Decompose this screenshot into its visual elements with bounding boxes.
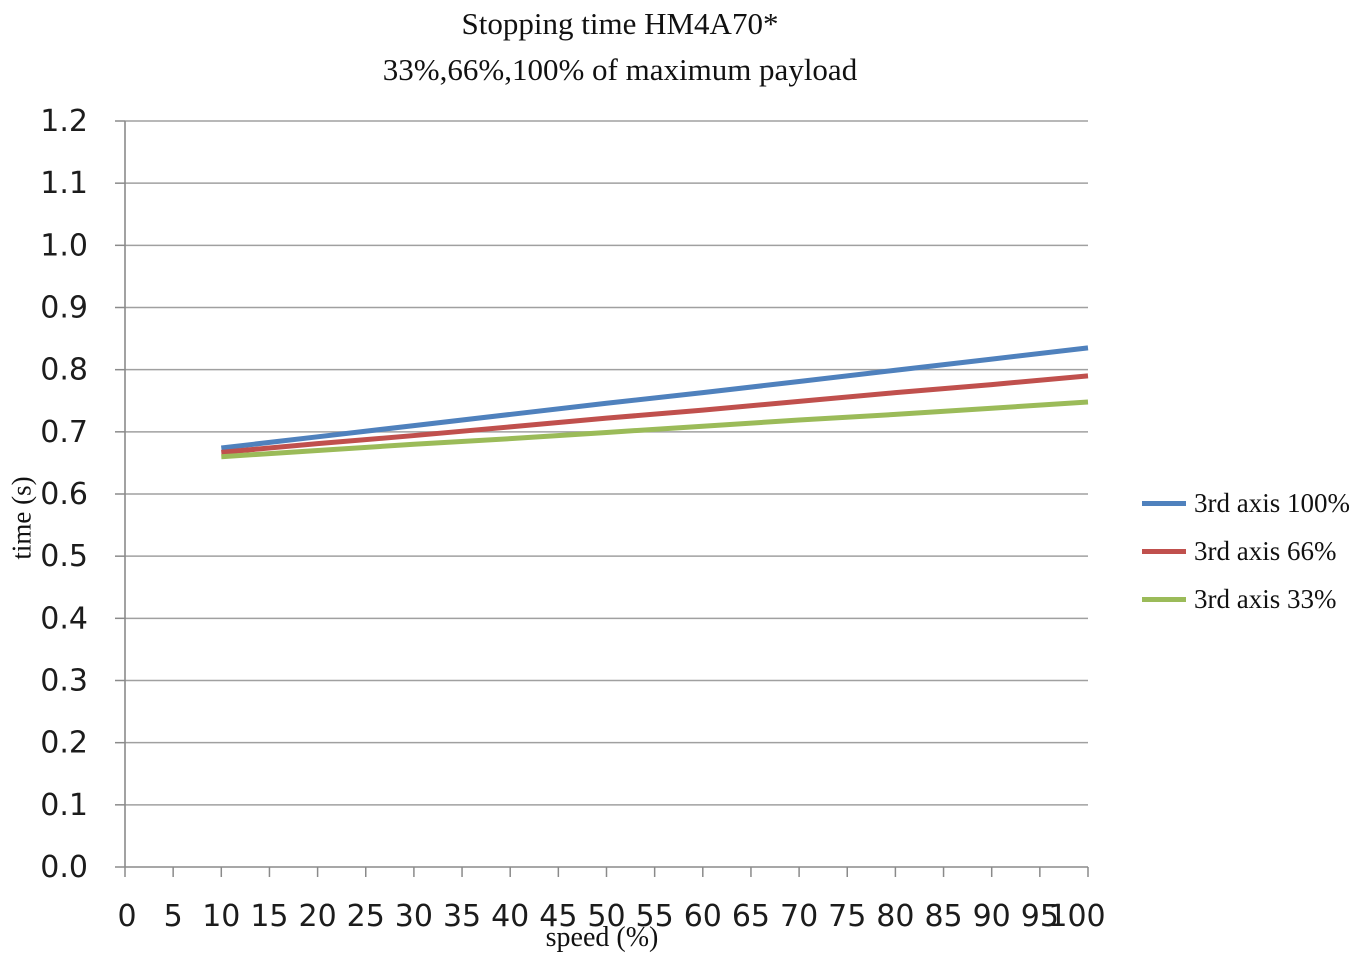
legend-line-marker [1142,500,1186,506]
x-tick-label: 90 [973,899,1011,934]
y-tick-label: 0.7 [40,415,88,450]
legend-item: 3rd axis 66% [1142,527,1350,575]
chart-title: Stopping time HM4A70* [461,6,779,41]
x-tick-label: 45 [539,899,577,934]
y-tick-label: 0.0 [40,850,88,885]
x-tick-label: 70 [780,899,818,934]
x-tick-label: 35 [443,899,481,934]
x-tick-label: 0 [117,899,136,934]
legend-line-marker [1142,596,1186,602]
series-line [221,373,1089,455]
x-tick-label: 25 [347,899,385,934]
y-tick-label: 0.3 [40,664,88,699]
x-tick-label: 10 [202,899,240,934]
series-line [221,399,1089,460]
x-tick-label: 50 [587,899,625,934]
x-tick-label: 55 [636,899,674,934]
x-axis-title: speed (%) [545,922,659,953]
chart-legend: 3rd axis 100% 3rd axis 66% 3rd axis 33% [1142,479,1350,623]
y-tick-label: 0.5 [40,539,88,574]
x-tick-label: 65 [732,899,770,934]
x-tick-label: 5 [164,899,183,934]
x-tick-label: 80 [876,899,914,934]
chart-subtitle: 33%,66%,100% of maximum payload [382,52,858,87]
y-tick-label: 0.2 [40,726,88,761]
x-tick-label: 20 [299,899,337,934]
y-tick-label: 1.2 [40,104,88,139]
y-tick-label: 0.6 [40,477,88,512]
y-tick-label: 0.1 [40,788,88,823]
legend-label: 3rd axis 66% [1194,535,1337,566]
legend-line-marker [1142,548,1186,554]
y-tick-label: 0.9 [40,291,88,326]
series-line [221,345,1089,451]
x-tick-label: 75 [828,899,866,934]
x-tick-label: 100 [1048,899,1105,934]
x-tick-label: 15 [250,899,288,934]
x-tick-label: 85 [924,899,962,934]
x-tick-label: 95 [1021,899,1059,934]
legend-item: 3rd axis 33% [1142,575,1350,623]
x-tick-label: 40 [491,899,529,934]
legend-item: 3rd axis 100% [1142,479,1350,527]
y-tick-label: 0.4 [40,601,88,636]
legend-label: 3rd axis 33% [1194,583,1337,614]
x-tick-label: 30 [395,899,433,934]
y-tick-label: 1.1 [40,166,88,201]
x-tick-label: 60 [684,899,722,934]
legend-label: 3rd axis 100% [1194,487,1350,518]
y-tick-label: 1.0 [40,228,88,263]
y-tick-label: 0.8 [40,353,88,388]
